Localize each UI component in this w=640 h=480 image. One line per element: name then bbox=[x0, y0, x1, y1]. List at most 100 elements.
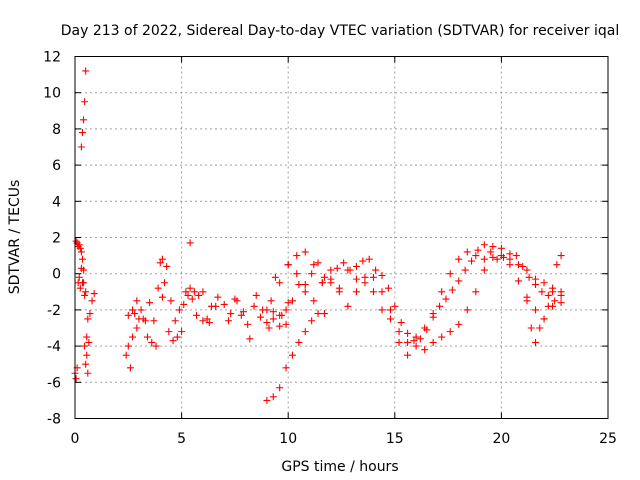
data-point bbox=[220, 300, 228, 308]
data-point bbox=[538, 288, 546, 296]
data-point bbox=[480, 266, 488, 274]
data-point bbox=[244, 320, 252, 328]
data-point bbox=[212, 302, 220, 310]
data-point bbox=[90, 290, 98, 298]
data-point bbox=[83, 333, 91, 341]
data-point bbox=[416, 335, 424, 343]
data-point bbox=[246, 335, 254, 343]
y-tick-label: 0 bbox=[52, 267, 61, 283]
data-point bbox=[199, 317, 207, 325]
data-point bbox=[122, 351, 130, 359]
data-point bbox=[263, 396, 271, 404]
data-point bbox=[506, 250, 514, 258]
data-point bbox=[152, 342, 160, 350]
data-point bbox=[269, 308, 277, 316]
data-point bbox=[352, 288, 360, 296]
data-point bbox=[239, 308, 247, 316]
data-point bbox=[188, 295, 196, 303]
data-point bbox=[293, 270, 301, 278]
data-point bbox=[352, 275, 360, 283]
data-point bbox=[310, 261, 318, 269]
x-tick-label: 15 bbox=[386, 431, 404, 447]
data-point bbox=[320, 310, 328, 318]
data-point bbox=[276, 279, 284, 287]
data-point bbox=[225, 317, 233, 325]
data-point bbox=[472, 288, 480, 296]
data-point bbox=[442, 295, 450, 303]
data-point bbox=[344, 302, 352, 310]
data-point bbox=[284, 261, 292, 269]
data-point bbox=[284, 299, 292, 307]
data-point bbox=[489, 243, 497, 251]
data-point bbox=[557, 288, 565, 296]
data-point bbox=[310, 297, 318, 305]
data-point bbox=[186, 284, 194, 292]
data-point bbox=[395, 338, 403, 346]
data-point bbox=[544, 302, 552, 310]
data-point bbox=[195, 291, 203, 299]
data-point bbox=[141, 317, 149, 325]
data-point bbox=[293, 252, 301, 260]
data-point bbox=[487, 248, 495, 256]
data-point bbox=[463, 248, 471, 256]
x-tick-label: 5 bbox=[177, 431, 186, 447]
data-point bbox=[252, 291, 260, 299]
data-point bbox=[156, 259, 164, 267]
x-tick-label: 25 bbox=[599, 431, 617, 447]
data-point bbox=[203, 315, 211, 323]
data-point bbox=[369, 273, 377, 281]
data-point bbox=[178, 328, 186, 336]
data-point bbox=[372, 266, 380, 274]
data-point bbox=[199, 288, 207, 296]
data-point bbox=[480, 241, 488, 249]
data-point bbox=[512, 252, 520, 260]
data-point bbox=[551, 297, 559, 305]
data-point bbox=[282, 364, 290, 372]
data-point bbox=[171, 317, 179, 325]
data-point bbox=[88, 297, 96, 305]
data-point bbox=[301, 328, 309, 336]
data-point bbox=[169, 337, 177, 345]
data-point bbox=[158, 255, 166, 263]
data-point bbox=[83, 351, 91, 359]
data-point bbox=[387, 315, 395, 323]
data-point bbox=[318, 279, 326, 287]
data-point bbox=[282, 320, 290, 328]
data-point bbox=[387, 306, 395, 314]
data-point bbox=[77, 248, 85, 256]
data-point bbox=[150, 317, 158, 325]
data-point bbox=[404, 351, 412, 359]
data-point bbox=[129, 306, 137, 314]
y-tick-label: 6 bbox=[52, 158, 61, 174]
data-point bbox=[288, 297, 296, 305]
x-tick-label: 20 bbox=[492, 431, 510, 447]
data-point bbox=[532, 306, 540, 314]
data-point bbox=[124, 342, 132, 350]
data-point bbox=[143, 333, 151, 341]
data-point bbox=[295, 338, 303, 346]
data-point bbox=[82, 288, 90, 296]
data-point bbox=[184, 291, 192, 299]
data-point bbox=[80, 279, 88, 287]
y-tick-label: 2 bbox=[52, 231, 61, 247]
y-axis-label: SDTVAR / TECUs bbox=[7, 180, 23, 295]
data-point bbox=[391, 302, 399, 310]
data-point bbox=[412, 342, 420, 350]
data-point bbox=[438, 333, 446, 341]
data-point bbox=[85, 338, 93, 346]
data-point bbox=[301, 248, 309, 256]
chart-title: Day 213 of 2022, Sidereal Day-to-day VTE… bbox=[61, 23, 619, 39]
data-point bbox=[523, 266, 531, 274]
data-point bbox=[527, 324, 535, 332]
data-point bbox=[267, 297, 275, 305]
data-point bbox=[397, 319, 405, 327]
data-point bbox=[497, 244, 505, 252]
data-point bbox=[276, 322, 284, 330]
data-point bbox=[163, 262, 171, 270]
x-axis-label: GPS time / hours bbox=[281, 459, 398, 475]
data-point bbox=[480, 255, 488, 263]
data-point bbox=[369, 288, 377, 296]
data-point bbox=[412, 333, 420, 341]
